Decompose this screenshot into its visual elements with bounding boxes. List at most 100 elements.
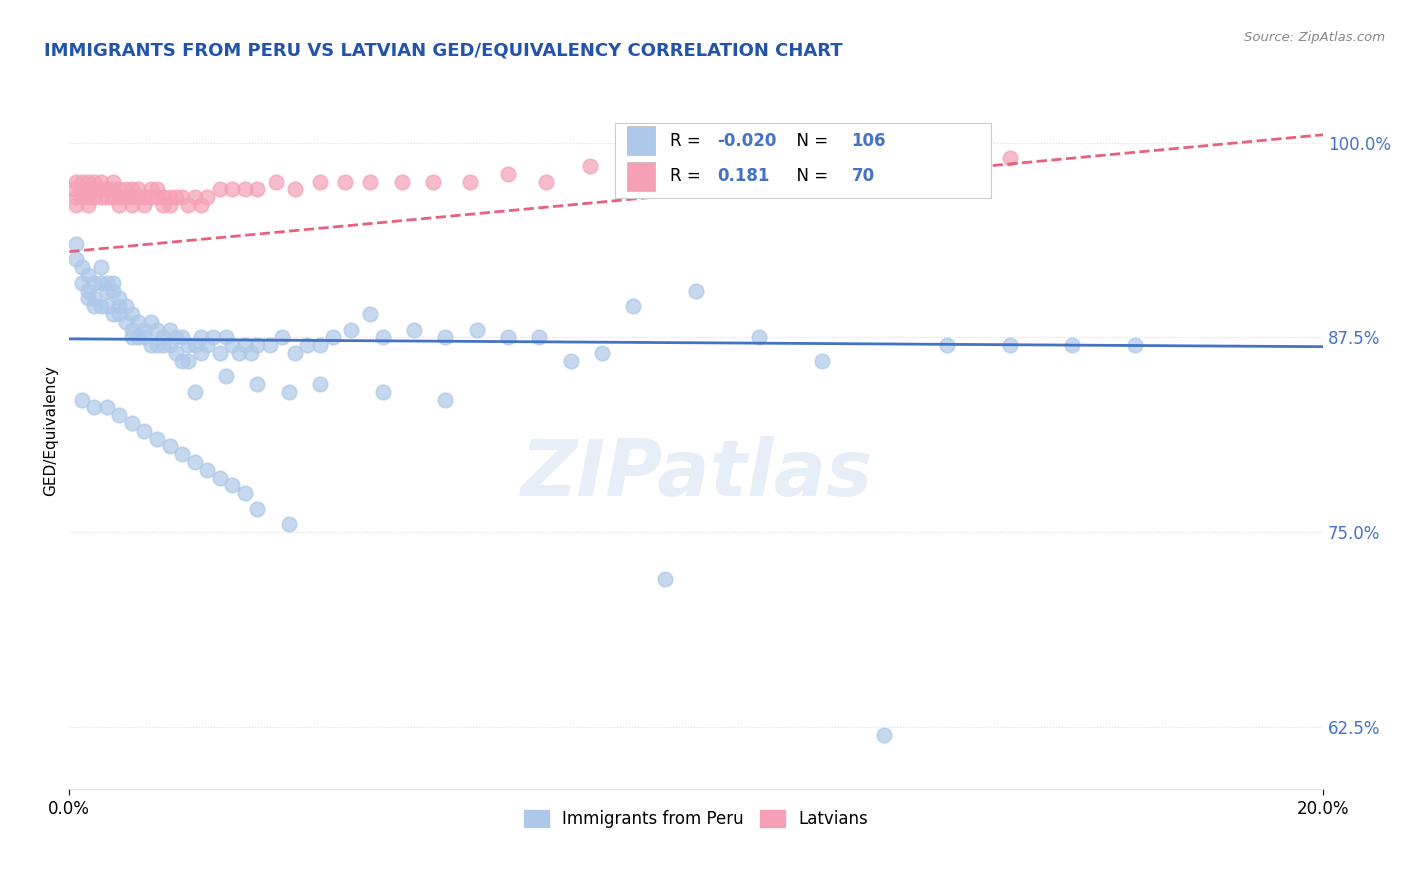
Point: [172, 353, 194, 368]
Point: [101, 190, 124, 204]
Point: [434, 330, 457, 344]
Point: [127, 182, 149, 196]
Point: [371, 330, 394, 344]
Text: R =: R =: [669, 168, 706, 186]
Text: 70: 70: [852, 168, 875, 186]
Point: [159, 338, 181, 352]
Point: [215, 330, 238, 344]
Point: [654, 572, 676, 586]
Point: [177, 338, 200, 352]
Point: [165, 190, 187, 204]
Point: [127, 190, 149, 204]
Point: [134, 198, 156, 212]
Point: [121, 416, 143, 430]
Point: [60, 182, 83, 196]
Point: [246, 182, 269, 196]
Point: [146, 190, 169, 204]
Point: [496, 167, 519, 181]
Point: [101, 284, 124, 298]
Point: [208, 470, 231, 484]
Text: N =: N =: [786, 131, 834, 150]
Point: [77, 190, 100, 204]
Point: [202, 330, 225, 344]
Point: [127, 315, 149, 329]
Point: [322, 330, 344, 344]
Point: [65, 252, 87, 267]
Point: [190, 198, 212, 212]
Point: [121, 198, 143, 212]
Point: [114, 315, 136, 329]
Point: [998, 151, 1021, 165]
Point: [208, 346, 231, 360]
Point: [177, 353, 200, 368]
Point: [108, 307, 131, 321]
Y-axis label: GED/Equivalency: GED/Equivalency: [44, 366, 58, 496]
Point: [233, 486, 256, 500]
Point: [591, 346, 613, 360]
Point: [208, 182, 231, 196]
Point: [83, 190, 105, 204]
Point: [146, 338, 169, 352]
Point: [134, 322, 156, 336]
Point: [70, 276, 93, 290]
Point: [90, 174, 112, 188]
Point: [96, 190, 118, 204]
Point: [183, 190, 205, 204]
Point: [90, 190, 112, 204]
Point: [77, 182, 100, 196]
Point: [172, 447, 194, 461]
Bar: [627, 162, 655, 191]
Point: [146, 182, 169, 196]
Point: [1062, 338, 1084, 352]
Point: [77, 198, 100, 212]
Point: [134, 190, 156, 204]
Point: [936, 151, 959, 165]
Text: 0.181: 0.181: [717, 168, 770, 186]
Point: [183, 338, 205, 352]
Point: [108, 299, 131, 313]
Point: [297, 338, 319, 352]
Point: [277, 517, 299, 532]
Point: [146, 322, 169, 336]
Point: [114, 182, 136, 196]
Point: [578, 159, 600, 173]
Point: [83, 182, 105, 196]
Point: [748, 330, 770, 344]
Point: [402, 322, 425, 336]
Point: [108, 190, 131, 204]
Point: [215, 369, 238, 384]
Point: [529, 330, 551, 344]
Point: [65, 236, 87, 251]
Point: [233, 338, 256, 352]
Point: [810, 151, 832, 165]
Point: [77, 268, 100, 282]
Point: [101, 174, 124, 188]
Point: [101, 307, 124, 321]
Point: [685, 284, 707, 298]
Point: [183, 455, 205, 469]
Point: [1123, 338, 1146, 352]
Point: [70, 260, 93, 275]
Legend: Immigrants from Peru, Latvians: Immigrants from Peru, Latvians: [517, 803, 875, 835]
Point: [496, 330, 519, 344]
Point: [623, 167, 645, 181]
Point: [108, 198, 131, 212]
Point: [127, 330, 149, 344]
Point: [139, 190, 162, 204]
Point: [83, 401, 105, 415]
Text: IMMIGRANTS FROM PERU VS LATVIAN GED/EQUIVALENCY CORRELATION CHART: IMMIGRANTS FROM PERU VS LATVIAN GED/EQUI…: [44, 42, 842, 60]
Point: [195, 338, 218, 352]
Point: [998, 338, 1021, 352]
Point: [159, 198, 181, 212]
Text: ZIPatlas: ZIPatlas: [520, 436, 872, 512]
Point: [284, 182, 307, 196]
Text: -0.020: -0.020: [717, 131, 778, 150]
Point: [70, 392, 93, 407]
Point: [121, 330, 143, 344]
Point: [70, 174, 93, 188]
Point: [139, 338, 162, 352]
Point: [83, 276, 105, 290]
Point: [284, 346, 307, 360]
Point: [152, 338, 174, 352]
Point: [391, 174, 413, 188]
